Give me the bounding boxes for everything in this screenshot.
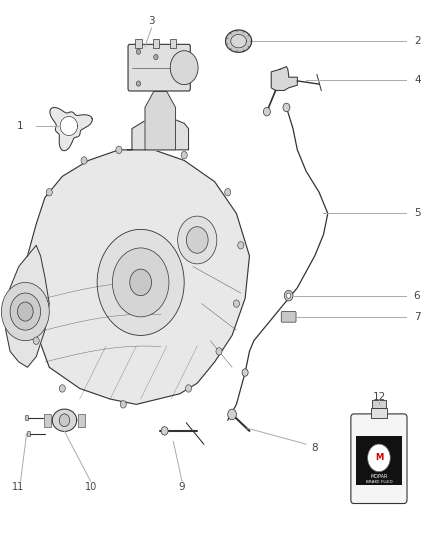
Circle shape [228, 409, 237, 419]
Circle shape [185, 385, 191, 392]
Circle shape [170, 51, 198, 85]
Text: 7: 7 [414, 312, 420, 322]
Bar [44, 414, 51, 426]
Circle shape [154, 54, 158, 60]
Text: 4: 4 [414, 75, 421, 85]
Circle shape [161, 426, 168, 435]
FancyBboxPatch shape [281, 312, 296, 322]
Text: 1: 1 [17, 121, 24, 131]
Text: 5: 5 [414, 208, 421, 219]
Text: 8: 8 [311, 443, 318, 453]
Polygon shape [28, 150, 250, 405]
Text: 12: 12 [372, 392, 385, 402]
Text: M: M [375, 454, 383, 463]
Circle shape [367, 444, 390, 472]
Circle shape [136, 49, 141, 54]
Circle shape [186, 227, 208, 253]
Circle shape [130, 269, 152, 296]
Circle shape [233, 300, 240, 308]
Bar [170, 39, 177, 47]
Polygon shape [6, 245, 49, 367]
Circle shape [181, 151, 187, 159]
Circle shape [46, 189, 52, 196]
Circle shape [216, 348, 222, 355]
Bar [153, 39, 159, 47]
Polygon shape [52, 409, 77, 431]
Text: 3: 3 [148, 16, 155, 26]
Bar [135, 39, 141, 47]
Circle shape [283, 103, 290, 112]
Bar [25, 416, 28, 419]
Circle shape [136, 81, 141, 86]
FancyBboxPatch shape [351, 414, 407, 504]
Circle shape [284, 290, 293, 301]
Bar [372, 400, 386, 408]
Text: 9: 9 [179, 481, 185, 491]
Bar [371, 408, 387, 418]
Text: 11: 11 [12, 481, 24, 491]
Circle shape [120, 401, 126, 408]
Circle shape [33, 337, 39, 344]
Circle shape [116, 146, 122, 154]
Circle shape [263, 108, 270, 116]
Circle shape [97, 229, 184, 335]
Circle shape [18, 302, 33, 321]
Polygon shape [50, 108, 92, 151]
Polygon shape [127, 113, 188, 150]
Polygon shape [226, 30, 252, 52]
Circle shape [286, 293, 291, 298]
Text: MOPAR: MOPAR [370, 474, 388, 479]
Circle shape [1, 282, 49, 341]
Polygon shape [231, 35, 247, 48]
Text: 2: 2 [414, 36, 421, 46]
Bar [356, 435, 402, 485]
Circle shape [178, 216, 217, 264]
Circle shape [81, 157, 87, 164]
Polygon shape [271, 67, 297, 91]
Text: 10: 10 [85, 481, 97, 491]
Circle shape [238, 241, 244, 249]
Bar [78, 414, 85, 426]
Polygon shape [145, 92, 176, 150]
Circle shape [59, 385, 65, 392]
Circle shape [113, 248, 169, 317]
FancyBboxPatch shape [128, 44, 190, 91]
Bar [27, 431, 30, 435]
Circle shape [225, 189, 231, 196]
Text: 6: 6 [414, 290, 420, 301]
Circle shape [10, 293, 41, 330]
Polygon shape [60, 116, 78, 135]
Text: BRAKE FLUID: BRAKE FLUID [366, 480, 392, 484]
Circle shape [59, 414, 70, 426]
Circle shape [242, 369, 248, 376]
